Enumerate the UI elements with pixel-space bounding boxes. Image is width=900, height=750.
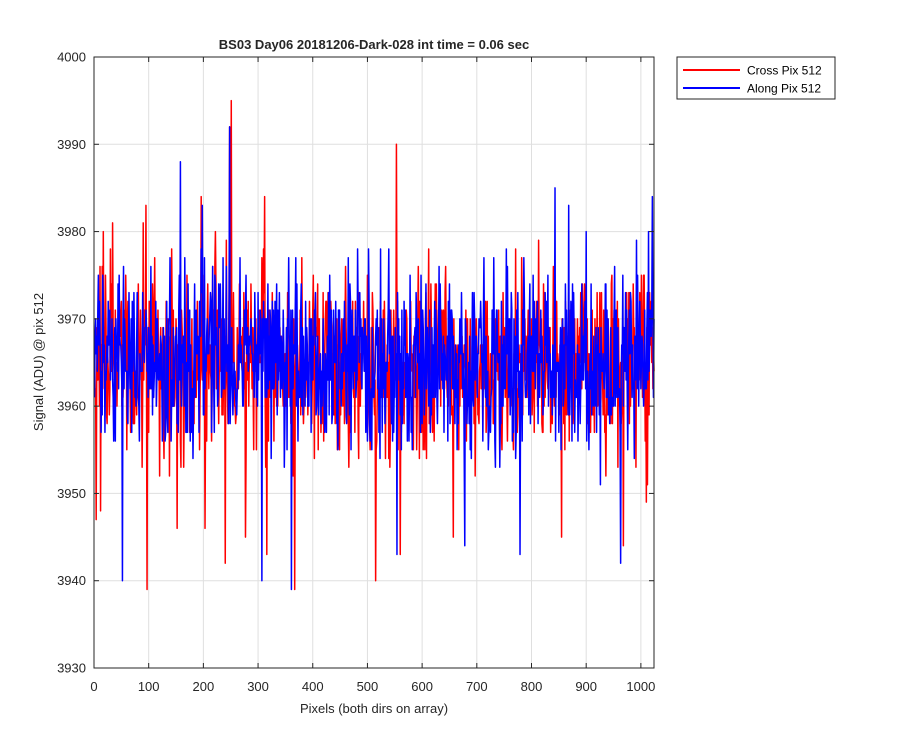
series-layer [93, 99, 655, 591]
legend-label-cross-pix: Cross Pix 512 [747, 64, 822, 78]
plot-frame [93, 56, 655, 669]
y-tick-label: 3990 [57, 137, 86, 152]
legend-label-along-pix: Along Pix 512 [747, 82, 821, 96]
x-axis-label: Pixels (both dirs on array) [300, 701, 448, 716]
y-tick-label: 3960 [57, 399, 86, 414]
x-tick-label: 500 [357, 679, 379, 694]
x-tick-label: 0 [90, 679, 97, 694]
x-tick-label: 800 [521, 679, 543, 694]
y-tick-label: 3950 [57, 486, 86, 501]
x-tick-label: 400 [302, 679, 324, 694]
y-tick-label: 4000 [57, 50, 86, 65]
y-tick-label: 3930 [57, 661, 86, 676]
y-tick-label: 3940 [57, 573, 86, 588]
y-axis-label: Signal (ADU) @ pix 512 [31, 293, 46, 431]
legend-box [676, 56, 836, 100]
x-tick-label: 100 [138, 679, 160, 694]
x-tick-label: 700 [466, 679, 488, 694]
tick-layer: 0 100 200 300 400 500 600 700 800 900 1000 3930 3940… [57, 50, 655, 695]
x-tick-label: 200 [193, 679, 215, 694]
chart-title: BS03 Day06 20181206-Dark-028 int time = … [219, 37, 529, 52]
y-tick-label: 3980 [57, 224, 86, 239]
legend: Cross Pix 512 Along Pix 512 [676, 56, 836, 100]
x-tick-label: 1000 [626, 679, 655, 694]
y-tick-label: 3970 [57, 311, 86, 326]
x-tick-label: 900 [575, 679, 597, 694]
series-line-along-pix [93, 126, 655, 591]
x-tick-label: 300 [247, 679, 269, 694]
x-tick-label: 600 [411, 679, 433, 694]
